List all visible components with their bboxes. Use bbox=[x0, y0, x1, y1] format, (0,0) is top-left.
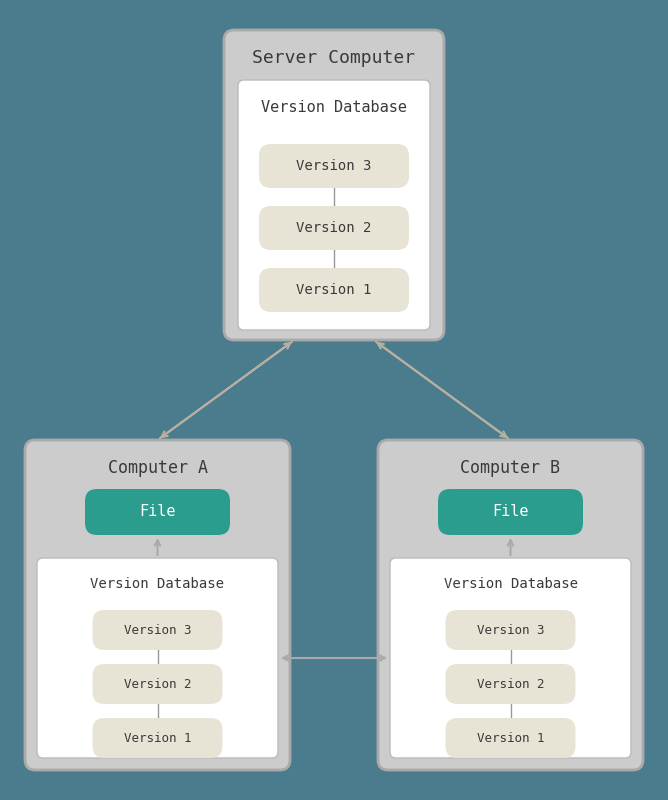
FancyBboxPatch shape bbox=[259, 268, 409, 312]
FancyBboxPatch shape bbox=[85, 489, 230, 535]
FancyBboxPatch shape bbox=[259, 144, 409, 188]
Text: Version 3: Version 3 bbox=[477, 623, 544, 637]
FancyBboxPatch shape bbox=[92, 610, 222, 650]
Text: File: File bbox=[492, 505, 529, 519]
Text: File: File bbox=[139, 505, 176, 519]
FancyBboxPatch shape bbox=[446, 664, 576, 704]
Text: Version 2: Version 2 bbox=[297, 221, 371, 235]
Text: Version 3: Version 3 bbox=[124, 623, 191, 637]
Text: Version 1: Version 1 bbox=[124, 731, 191, 745]
Text: Version 2: Version 2 bbox=[124, 678, 191, 690]
FancyBboxPatch shape bbox=[224, 30, 444, 340]
Text: Version Database: Version Database bbox=[444, 577, 578, 591]
FancyBboxPatch shape bbox=[446, 610, 576, 650]
Text: Version 3: Version 3 bbox=[297, 159, 371, 173]
Text: Version 1: Version 1 bbox=[477, 731, 544, 745]
Text: Computer A: Computer A bbox=[108, 459, 208, 477]
FancyBboxPatch shape bbox=[390, 558, 631, 758]
Text: Server Computer: Server Computer bbox=[253, 49, 415, 67]
FancyBboxPatch shape bbox=[378, 440, 643, 770]
FancyBboxPatch shape bbox=[37, 558, 278, 758]
FancyBboxPatch shape bbox=[438, 489, 583, 535]
FancyBboxPatch shape bbox=[259, 206, 409, 250]
FancyBboxPatch shape bbox=[92, 664, 222, 704]
FancyBboxPatch shape bbox=[238, 80, 430, 330]
Text: Version 1: Version 1 bbox=[297, 283, 371, 297]
Text: Version Database: Version Database bbox=[261, 101, 407, 115]
Text: Version 2: Version 2 bbox=[477, 678, 544, 690]
Text: Version Database: Version Database bbox=[90, 577, 224, 591]
FancyBboxPatch shape bbox=[92, 718, 222, 758]
Text: Computer B: Computer B bbox=[460, 459, 560, 477]
FancyBboxPatch shape bbox=[25, 440, 290, 770]
FancyBboxPatch shape bbox=[446, 718, 576, 758]
